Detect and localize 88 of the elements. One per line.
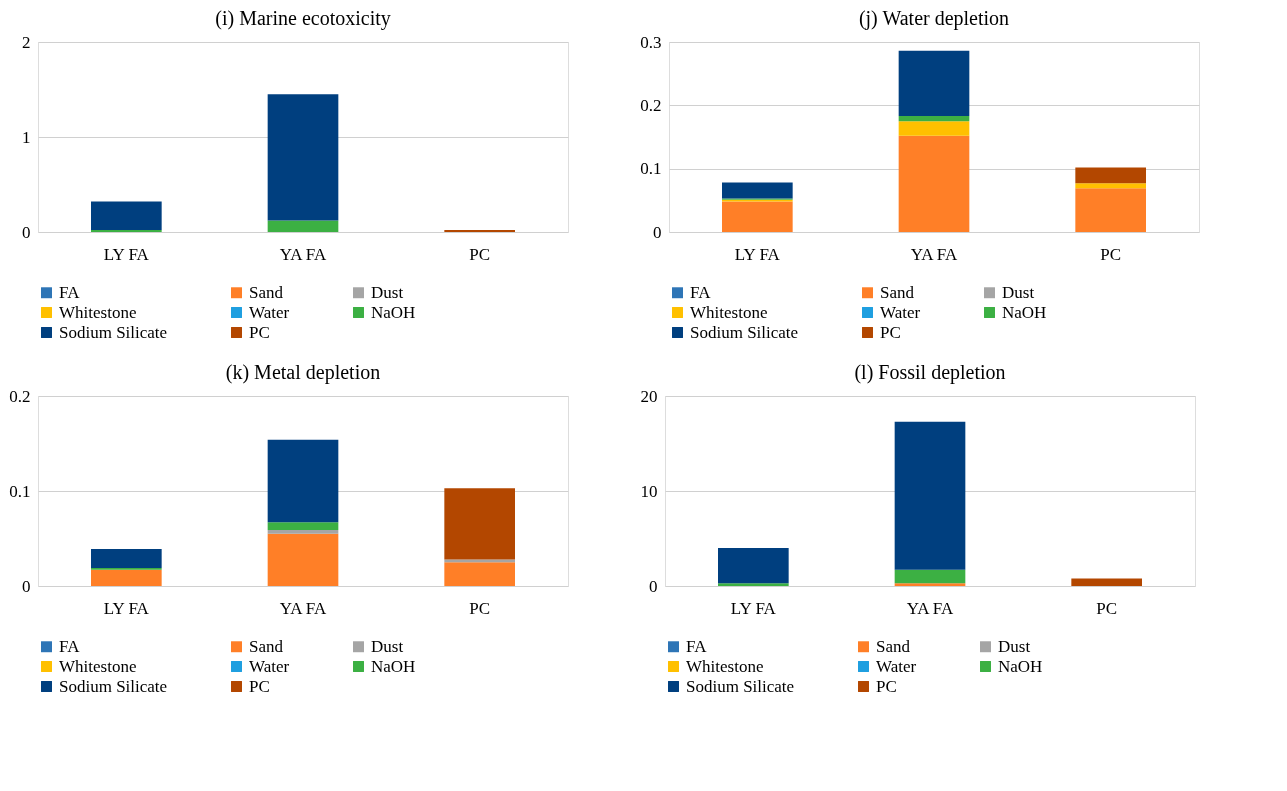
legend-label: Sodium Silicate [59,322,168,342]
bar [267,529,339,534]
y-tick-label: 0.2 [640,95,662,115]
legend-label: Sodium Silicate [690,322,799,342]
bar [267,439,339,523]
y-tick-label: 0.1 [9,481,31,501]
bar [91,548,162,568]
x-tick-label: LY FA [730,598,777,618]
legend-label: Whitestone [690,302,768,322]
bar [444,559,515,563]
bar [894,583,966,586]
y-tick-label: 10 [640,481,658,501]
legend-label: Sand [876,636,911,656]
legend-label: Whitestone [59,302,137,322]
bar [91,569,162,586]
legend-label: Dust [371,282,404,302]
x-tick-label: PC [1100,244,1122,264]
bar [91,201,162,231]
x-tick-label: YA FA [279,598,327,618]
bar [267,94,339,221]
legend-label: Sand [249,636,284,656]
x-tick-label: LY FA [734,244,781,264]
y-tick-label: 20 [640,386,658,406]
y-tick-label: 0 [653,222,662,242]
bar [894,569,966,584]
bar [267,533,339,586]
legend-label: PC [249,322,270,342]
legend-label: Water [249,302,290,322]
legend-label: Dust [371,636,404,656]
legend-label: NaOH [1002,302,1047,322]
x-tick-label: PC [1096,598,1118,618]
y-tick-label: 0.2 [9,386,31,406]
chart-title: (k) Metal depletion [225,361,381,384]
y-tick-label: 0 [22,576,31,596]
legend-label: FA [686,636,708,656]
bar [1075,183,1146,189]
x-tick-label: PC [469,244,491,264]
legend-label: Whitestone [59,656,137,676]
y-tick-label: 0.3 [640,32,662,52]
y-tick-label: 0 [22,222,31,242]
legend-label: Sand [880,282,915,302]
legend-label: Water [880,302,921,322]
chart-title: (l) Fossil depletion [854,361,1006,384]
bar [722,182,793,199]
chart-title: (j) Water depletion [858,7,1010,30]
bar [1075,188,1146,232]
x-tick-label: YA FA [910,244,958,264]
bar [1071,578,1142,586]
x-tick-label: YA FA [279,244,327,264]
bar [1075,167,1146,184]
bar [898,50,970,117]
bar [444,562,515,586]
bar [267,522,339,530]
x-tick-label: LY FA [103,244,150,264]
bar [898,121,970,136]
legend-label: PC [249,676,270,696]
y-tick-label: 1 [22,127,31,147]
chart-title: (i) Marine ecotoxicity [215,7,391,30]
legend-label: FA [59,282,81,302]
legend-label: Dust [1002,282,1035,302]
y-tick-label: 0.1 [640,159,662,179]
bar [267,220,339,232]
legend-label: Sodium Silicate [59,676,168,696]
legend-label: NaOH [371,656,416,676]
bar [444,488,515,560]
legend-label: Whitestone [686,656,764,676]
x-tick-label: LY FA [103,598,150,618]
legend-label: NaOH [998,656,1043,676]
bar [718,548,789,584]
legend-label: PC [880,322,901,342]
legend-label: PC [876,676,897,696]
bar [898,116,970,122]
x-tick-label: PC [469,598,491,618]
legend-label: NaOH [371,302,416,322]
bar [898,135,970,232]
legend-label: Water [249,656,290,676]
legend-label: Water [876,656,917,676]
bar [894,421,966,570]
legend-label: FA [59,636,81,656]
bar [722,201,793,232]
y-tick-label: 0 [649,576,658,596]
legend-label: Sand [249,282,284,302]
legend-label: Dust [998,636,1031,656]
legend-label: Sodium Silicate [686,676,795,696]
bar [718,583,789,586]
y-tick-label: 2 [22,32,31,52]
x-tick-label: YA FA [906,598,954,618]
legend-label: FA [690,282,712,302]
